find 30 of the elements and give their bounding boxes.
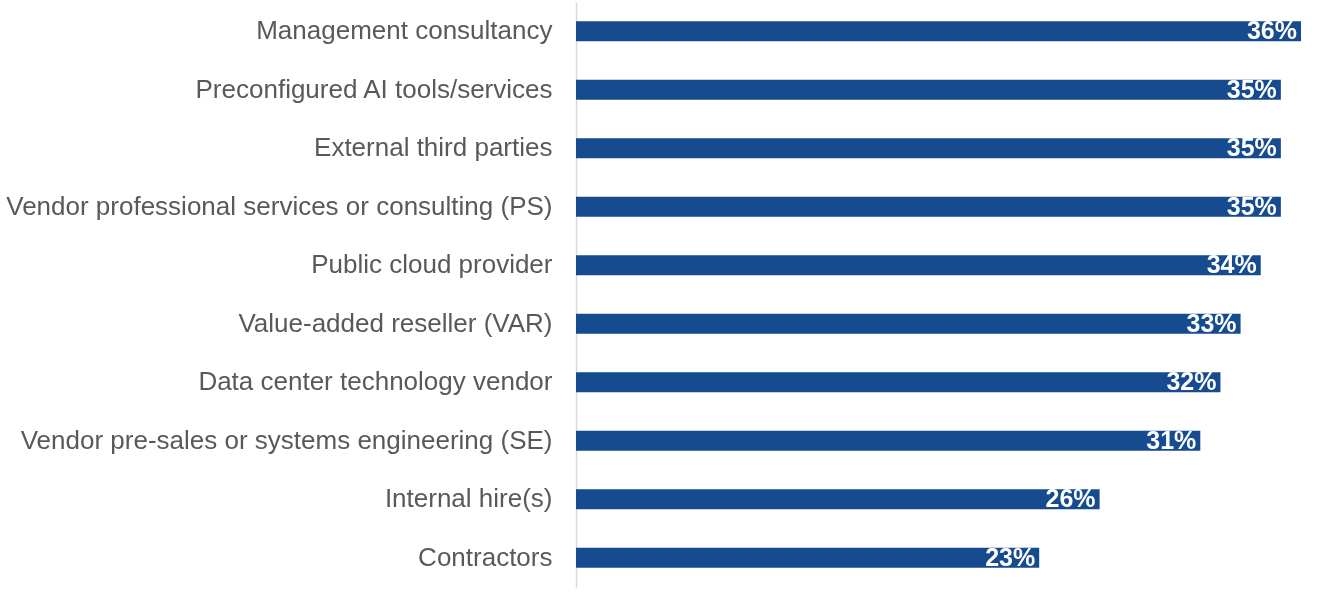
bar	[576, 21, 1301, 42]
bar	[576, 547, 1040, 568]
bar	[576, 430, 1201, 451]
bar	[576, 138, 1281, 159]
y-tick-label: Data center technology vendor	[198, 366, 553, 397]
y-tick-label: Contractors	[418, 541, 553, 572]
bar	[576, 372, 1221, 393]
data-label: 35%	[1226, 133, 1277, 162]
bar	[576, 313, 1241, 334]
bar	[576, 489, 1100, 510]
y-tick-label: Internal hire(s)	[384, 483, 553, 514]
y-tick-label: External third parties	[314, 132, 553, 163]
bar	[576, 196, 1281, 217]
data-label: 34%	[1206, 250, 1257, 279]
y-tick-label: Vendor professional services or consulting (PS)	[6, 190, 553, 221]
y-tick-label: Value-added reseller (VAR)	[238, 307, 553, 338]
y-tick-label: Preconfigured AI tools/services	[195, 73, 553, 104]
y-tick-label: Vendor pre-sales or systems engineering (SE)	[20, 424, 553, 455]
y-tick-label: Management consultancy	[256, 15, 553, 46]
data-label: 23%	[985, 542, 1036, 571]
bar	[576, 255, 1261, 276]
data-label: 31%	[1146, 425, 1197, 454]
data-label: 26%	[1045, 484, 1096, 513]
data-label: 33%	[1186, 308, 1237, 337]
data-label: 35%	[1226, 74, 1277, 103]
data-label: 32%	[1166, 367, 1217, 396]
data-label: 35%	[1226, 191, 1277, 220]
y-tick-label: Public cloud provider	[311, 249, 553, 280]
data-label: 36%	[1246, 16, 1297, 45]
bar	[576, 79, 1281, 100]
